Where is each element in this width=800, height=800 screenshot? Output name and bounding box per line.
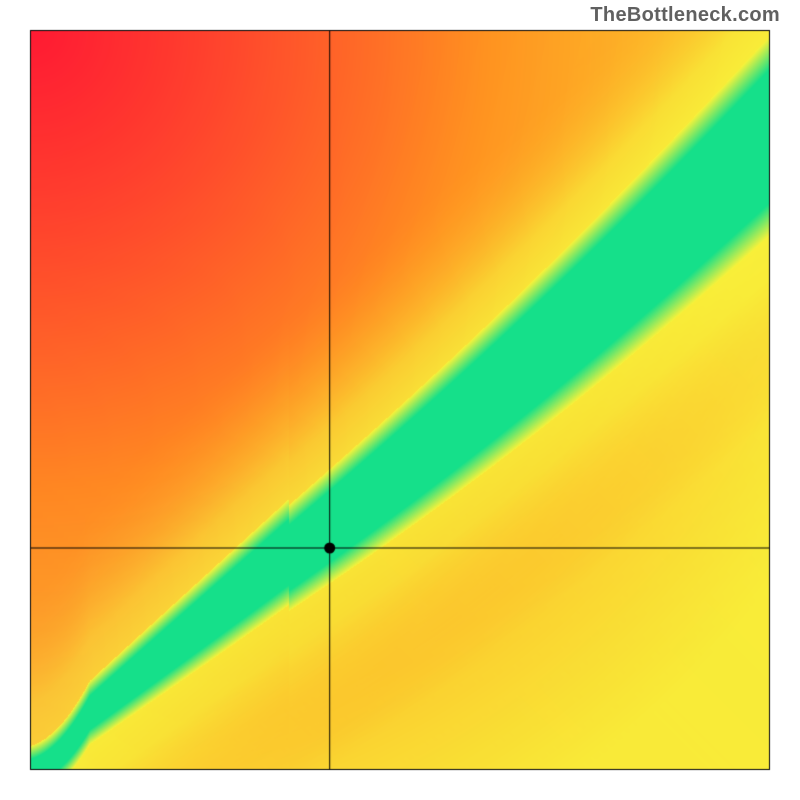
watermark-text: TheBottleneck.com — [590, 4, 780, 27]
heatmap-canvas — [0, 0, 800, 800]
chart-container: TheBottleneck.com — [0, 0, 800, 800]
